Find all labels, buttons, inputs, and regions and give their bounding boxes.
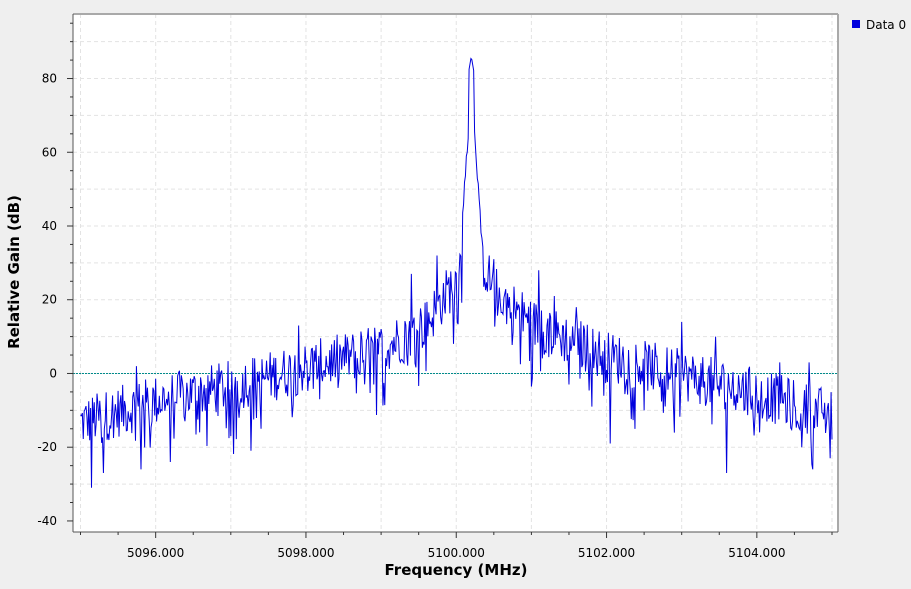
legend[interactable]: Data 0 [852, 18, 906, 32]
y-tick-label: 0 [49, 366, 57, 380]
y-axis-title: Relative Gain (dB) [5, 195, 23, 349]
series-layer [80, 57, 833, 488]
x-tick-label: 5098.000 [277, 546, 334, 560]
series-line-data-0 [80, 57, 833, 488]
plot-frame [72, 13, 839, 533]
x-tick-label: 5096.000 [127, 546, 184, 560]
x-tick-label: 5104.000 [728, 546, 785, 560]
y-tick-label: 80 [42, 72, 57, 86]
legend-label: Data 0 [866, 18, 906, 32]
x-tick-label: 5100.000 [428, 546, 485, 560]
x-tick-label: 5102.000 [578, 546, 635, 560]
y-tick-label: 60 [42, 145, 57, 159]
y-tick-label: -40 [37, 514, 57, 528]
y-tick-label: 20 [42, 293, 57, 307]
x-axis-title: Frequency (MHz) [385, 561, 528, 579]
y-tick-label: 40 [42, 219, 57, 233]
y-tick-label: -20 [37, 440, 57, 454]
y-axis: -40 -20 0 20 40 60 80 [37, 22, 73, 528]
x-axis: 5096.000 5098.000 5100.000 5102.000 5104.000 [80, 532, 833, 560]
legend-swatch [852, 20, 860, 28]
